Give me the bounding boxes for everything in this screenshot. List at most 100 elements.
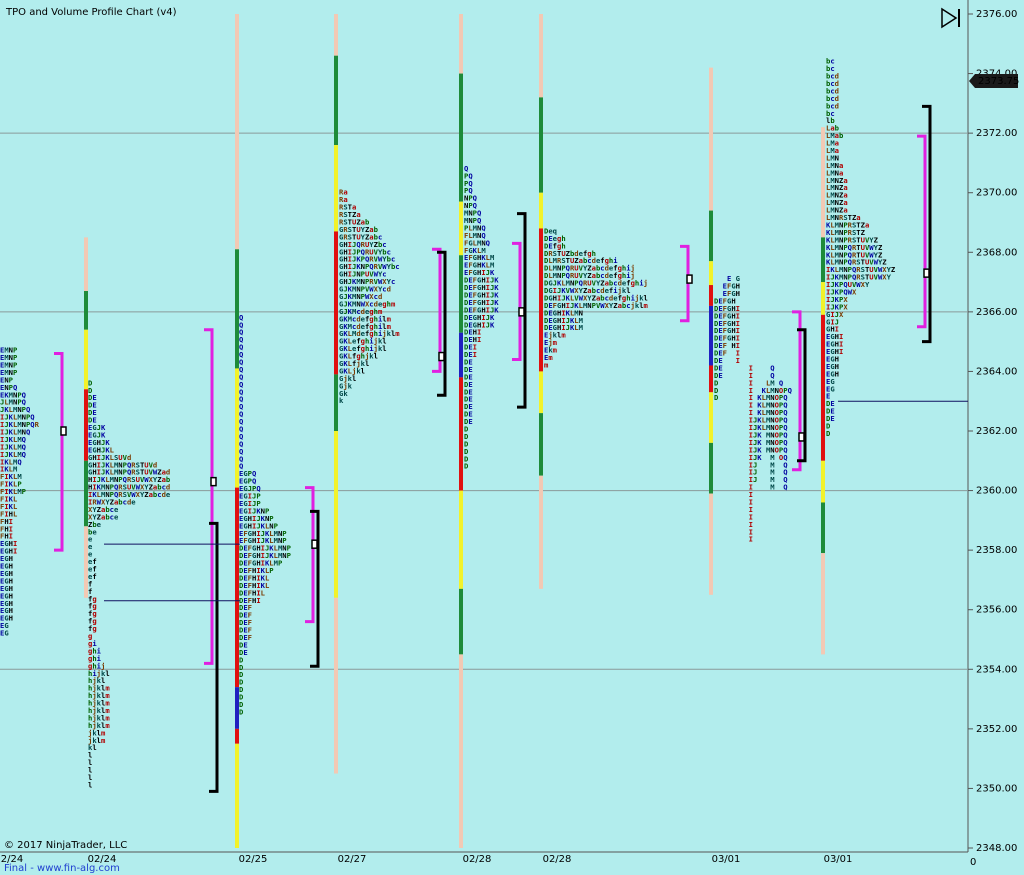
tpo-letter: h — [374, 322, 378, 331]
tpo-letter: G — [477, 305, 481, 314]
tpo-letter: I — [486, 276, 490, 285]
tpo-row: Q — [239, 462, 243, 471]
poc-marker — [798, 432, 805, 442]
tpo-letter: D — [464, 372, 468, 381]
tpo-row: IJK MNOPQ — [714, 438, 788, 447]
tpo-letter: l — [101, 706, 105, 715]
tpo-letter: e — [548, 226, 553, 235]
tpo-letter: M — [352, 292, 357, 301]
tpo-letter: b — [826, 64, 831, 73]
volume-segment — [84, 291, 88, 330]
tpo-letter: Z — [352, 210, 357, 219]
tpo-letter: F — [473, 290, 477, 299]
tpo-letter: P — [464, 179, 469, 188]
tpo-letter: R — [570, 271, 575, 280]
play-icon[interactable] — [941, 7, 958, 29]
tpo-letter: E — [0, 606, 4, 615]
play-pause-button[interactable] — [941, 7, 960, 29]
tpo-letter: L — [826, 139, 831, 148]
tpo-letter: Z — [566, 249, 571, 258]
tpo-letter: g — [618, 271, 622, 280]
tpo-row: IJKLMNOPQ — [714, 416, 788, 425]
tpo-row: hjklm — [88, 684, 110, 693]
tpo-letter: l — [826, 116, 830, 125]
tpo-letter: V — [865, 250, 870, 259]
tpo-letter: I — [826, 302, 830, 311]
tpo-letter: X — [843, 295, 848, 304]
tpo-letter: N — [835, 168, 839, 177]
tpo-letter: D — [464, 343, 468, 352]
tpo-letter: I — [256, 536, 260, 545]
tpo-row: RSTUZab — [339, 218, 370, 227]
tpo-letter: Q — [783, 416, 787, 425]
footer-link[interactable]: Final - www.fin-alg.com — [4, 863, 120, 874]
tpo-letter: D — [464, 290, 468, 299]
tpo-letter: D — [464, 320, 468, 329]
tpo-letter: K — [343, 366, 348, 375]
tpo-letter: j — [631, 271, 635, 280]
tpo-letter: L — [13, 420, 18, 429]
tpo-row: IKLMNPQRSVWXYZabcde — [88, 490, 171, 499]
tpo-row: LMa — [826, 146, 839, 155]
tpo-row: EGIJP — [239, 499, 261, 508]
tpo-letter: Q — [239, 432, 243, 441]
tpo-letter: L — [348, 352, 353, 361]
tpo-letter: O — [775, 430, 779, 439]
tpo-letter: G — [826, 317, 830, 326]
tpo-letter: Q — [783, 468, 787, 477]
tpo-letter: h — [561, 241, 565, 250]
tpo-letter: D — [239, 618, 243, 627]
tpo-letter: I — [348, 255, 352, 264]
tpo-letter: L — [826, 183, 831, 192]
tpo-letter: M — [553, 264, 558, 273]
tpo-letter: H — [343, 247, 347, 256]
tpo-letter: G — [468, 246, 472, 255]
tpo-letter: V — [869, 258, 874, 267]
tpo-letter: J — [248, 484, 252, 493]
tpo-letter: U — [865, 258, 869, 267]
tpo-row: GKLefghijkl — [339, 337, 387, 346]
tpo-letter: k — [97, 721, 102, 730]
tpo-letter: j — [97, 669, 101, 678]
tpo-letter: e — [88, 550, 93, 559]
tpo-letter: K — [343, 344, 348, 353]
tpo-letter: m — [105, 699, 110, 708]
tpo-letter: W — [856, 280, 861, 289]
tpo-letter: K — [343, 322, 348, 331]
tpo-letter: e — [622, 279, 627, 288]
tpo-letter: Z — [374, 240, 379, 249]
tpo-letter: F — [248, 603, 252, 612]
tpo-letter: L — [13, 427, 18, 436]
tpo-row: DE I Q — [714, 371, 775, 380]
tpo-letter: P — [839, 302, 844, 311]
tpo-letter: U — [356, 225, 360, 234]
tpo-row: f — [88, 579, 92, 588]
tpo-letter: E — [718, 363, 722, 372]
tpo-letter: Z — [97, 512, 102, 521]
tpo-letter: K — [826, 228, 831, 237]
tpo-letter: Z — [839, 176, 844, 185]
tpo-row: gi — [88, 639, 97, 648]
tpo-letter: l — [88, 780, 92, 789]
tpo-letter: Q — [783, 475, 787, 484]
tpo-letter: G — [339, 277, 343, 286]
tpo-letter: Z — [365, 232, 370, 241]
tpo-row: FIKL — [0, 495, 18, 504]
tpo-row: DE I Q — [714, 363, 775, 372]
tpo-letter: b — [583, 256, 588, 265]
tpo-letter: D — [239, 596, 243, 605]
tpo-letter: K — [570, 316, 575, 325]
tpo-letter: T — [348, 210, 353, 219]
tpo-letter: m — [105, 684, 110, 693]
tpo-letter: Q — [579, 279, 583, 288]
tpo-letter: b — [105, 505, 110, 514]
tpo-letter: G — [473, 313, 477, 322]
tpo-letter: E — [468, 298, 472, 307]
tpo-letter: l — [382, 314, 386, 323]
tpo-letter: Z — [861, 228, 866, 237]
tpo-letter: I — [749, 483, 753, 492]
tpo-letter: N — [770, 430, 774, 439]
tpo-letter: I — [256, 581, 260, 590]
tpo-letter: Q — [473, 201, 477, 210]
tpo-letter: E — [0, 353, 4, 362]
